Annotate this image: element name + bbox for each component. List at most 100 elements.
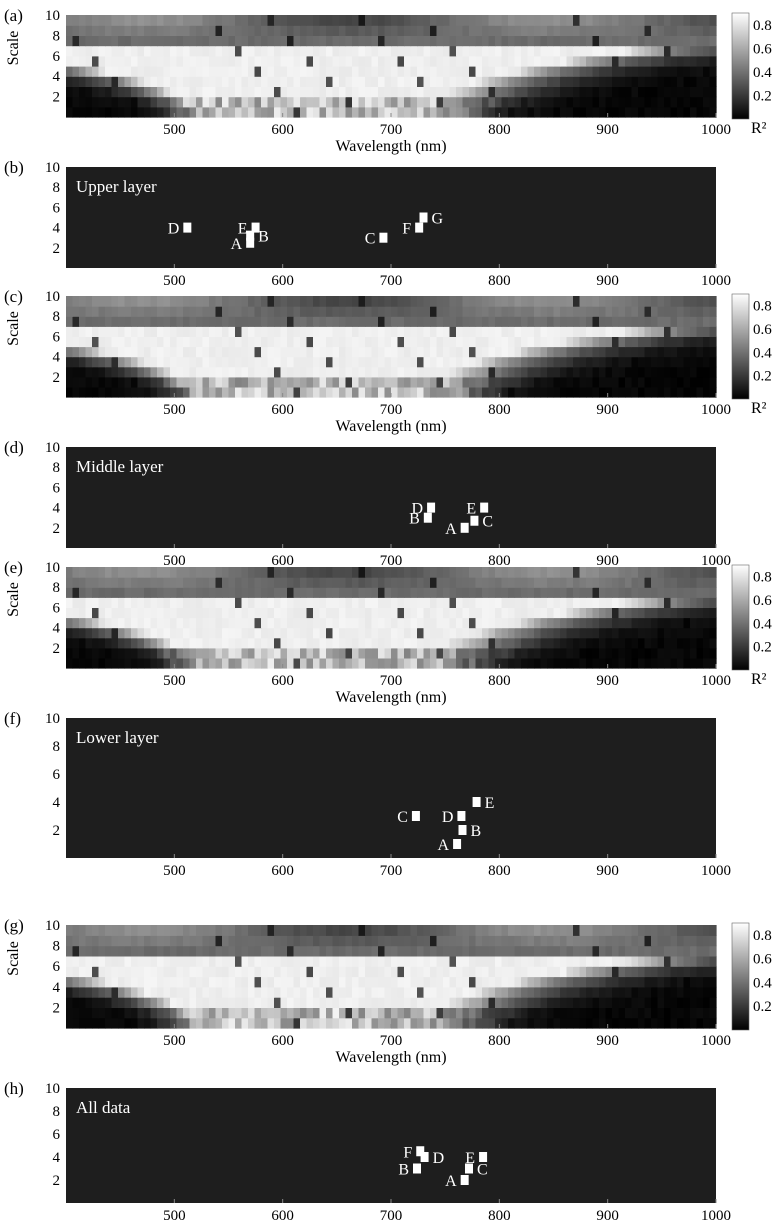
heatmap-cell — [92, 1017, 100, 1029]
heatmap-cell — [124, 326, 132, 337]
heatmap-cell — [222, 607, 230, 619]
y-tick-label: 8 — [53, 460, 61, 476]
heatmap-cell — [215, 336, 223, 348]
heatmap-cell — [456, 607, 464, 619]
heatmap-cell — [501, 386, 509, 398]
heatmap-cell — [456, 66, 464, 77]
heatmap-cell — [664, 1007, 672, 1019]
heatmap-cell — [560, 45, 568, 57]
heatmap-cell — [514, 587, 522, 598]
heatmap-cell — [228, 986, 236, 998]
heatmap-cell — [287, 935, 295, 947]
heatmap-cell — [436, 25, 444, 36]
heatmap-cell — [144, 587, 152, 598]
heatmap-cell — [248, 15, 256, 26]
heatmap-cell — [66, 647, 74, 659]
heatmap-cell — [228, 945, 236, 957]
heatmap-cell — [365, 296, 373, 307]
heatmap-cell — [677, 997, 685, 1008]
heatmap-cell — [137, 366, 145, 378]
heatmap-cell — [664, 617, 672, 629]
heatmap-cell — [579, 366, 587, 378]
heatmap-cell — [709, 997, 717, 1008]
heatmap-cell — [449, 1007, 457, 1019]
heatmap-cell — [612, 597, 620, 608]
heatmap-cell — [287, 657, 295, 669]
heatmap-cell — [326, 55, 334, 67]
heatmap-cell — [300, 1017, 308, 1029]
heatmap-cell — [644, 1007, 652, 1019]
heatmap-cell — [573, 376, 581, 388]
heatmap-cell — [404, 627, 412, 639]
heatmap-cell — [176, 597, 184, 608]
heatmap-cell — [501, 76, 509, 87]
heatmap-cell — [644, 597, 652, 608]
heatmap-cell — [631, 76, 639, 87]
heatmap-cell — [410, 296, 418, 307]
heatmap-cell — [105, 76, 113, 87]
heatmap-cell — [638, 316, 646, 327]
heatmap-cell — [605, 346, 613, 358]
heatmap-cell — [144, 96, 152, 108]
heatmap-cell — [345, 567, 353, 578]
heatmap-cell — [566, 66, 574, 77]
heatmap-cell — [573, 76, 581, 87]
heatmap-cell — [72, 577, 80, 588]
heatmap-cell — [287, 336, 295, 348]
heatmap-cell — [170, 1017, 178, 1029]
heatmap-cell — [111, 1017, 119, 1029]
heatmap-cell — [573, 607, 581, 619]
heatmap-cell — [313, 587, 321, 598]
heatmap-cell — [261, 955, 269, 967]
heatmap-cell — [579, 1017, 587, 1029]
heatmap-cell — [417, 96, 425, 108]
heatmap-cell — [274, 597, 282, 608]
heatmap-cell — [423, 935, 431, 947]
x-tick-label: 1000 — [701, 1033, 731, 1049]
heatmap-cell — [352, 657, 360, 669]
heatmap-cell — [404, 637, 412, 649]
heatmap-cell — [638, 925, 646, 936]
heatmap-cell — [436, 637, 444, 649]
heatmap-cell — [111, 587, 119, 598]
heatmap-cell — [462, 45, 470, 57]
heatmap-cell — [527, 976, 535, 988]
heatmap-cell — [547, 15, 555, 26]
heatmap-cell — [547, 76, 555, 87]
heatmap-cell — [677, 1007, 685, 1019]
heatmap-cell — [105, 86, 113, 98]
heatmap-cell — [261, 637, 269, 649]
heatmap-cell — [157, 617, 165, 629]
heatmap-cell — [163, 955, 171, 967]
heatmap-cell — [287, 577, 295, 588]
heatmap-cell — [612, 346, 620, 358]
heatmap-cell — [417, 955, 425, 967]
heatmap-cell — [235, 366, 243, 378]
heatmap-cell — [72, 386, 80, 398]
x-tick-label: 700 — [380, 402, 403, 418]
heatmap-cell — [241, 306, 249, 317]
heatmap-cell — [228, 15, 236, 26]
heatmap-cell — [170, 66, 178, 77]
heatmap-cell — [170, 945, 178, 957]
heatmap-cell — [202, 945, 210, 957]
heatmap-cell — [436, 366, 444, 378]
heatmap-cell — [560, 86, 568, 98]
heatmap-cell — [111, 945, 119, 957]
heatmap-cell — [540, 607, 548, 619]
heatmap-cell — [586, 577, 594, 588]
heatmap-cell — [449, 376, 457, 388]
heatmap-cell — [410, 597, 418, 608]
heatmap-cell — [703, 376, 711, 388]
heatmap-cell — [358, 986, 366, 998]
heatmap-cell — [690, 945, 698, 957]
heatmap-cell — [222, 577, 230, 588]
y-tick-label: 10 — [45, 1081, 60, 1097]
x-tick-label: 500 — [163, 553, 186, 569]
heatmap-cell — [384, 966, 392, 978]
heatmap-cell — [85, 966, 93, 978]
heatmap-cell — [196, 386, 204, 398]
panel-label: (f) — [4, 709, 21, 728]
heatmap-cell — [696, 55, 704, 67]
marker-D — [427, 502, 436, 513]
